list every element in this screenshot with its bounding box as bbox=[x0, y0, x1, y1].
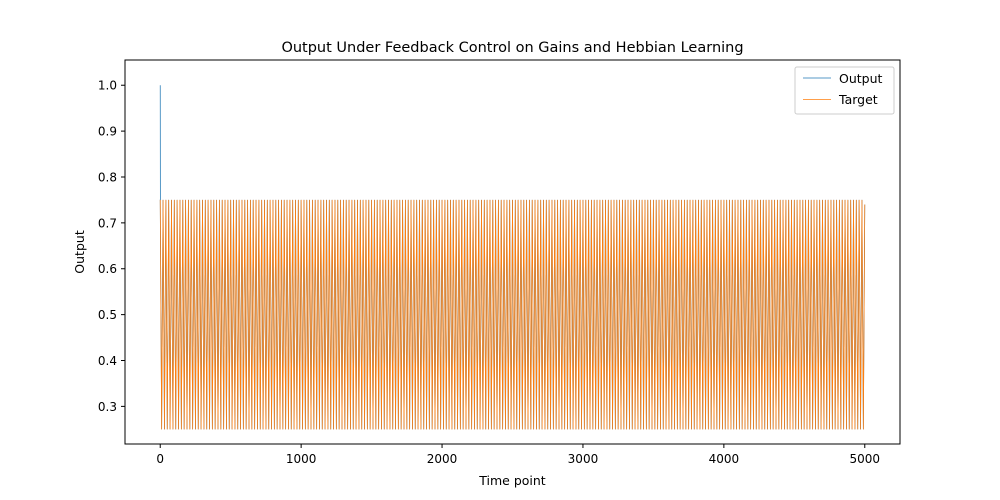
y-tick-label: 0.4 bbox=[98, 354, 117, 368]
y-tick-label: 0.3 bbox=[98, 400, 117, 414]
y-tick-label: 0.7 bbox=[98, 216, 117, 230]
x-tick-label: 3000 bbox=[568, 452, 599, 466]
y-tick-label: 0.6 bbox=[98, 262, 117, 276]
x-axis-label: Time point bbox=[478, 473, 546, 488]
y-tick-label: 0.9 bbox=[98, 125, 117, 139]
plot-area-frame bbox=[124, 59, 901, 445]
x-tick-label: 1000 bbox=[286, 452, 317, 466]
y-tick-label: 0.8 bbox=[98, 170, 117, 184]
legend-label-output: Output bbox=[839, 71, 883, 86]
x-tick-label: 4000 bbox=[709, 452, 740, 466]
y-tick-label: 1.0 bbox=[98, 79, 117, 93]
y-axis-label: Output bbox=[72, 230, 87, 274]
legend: Output Target bbox=[794, 66, 895, 115]
y-tick-label: 0.5 bbox=[98, 308, 117, 322]
legend-box bbox=[794, 66, 895, 115]
legend-label-target: Target bbox=[838, 92, 878, 107]
y-axis: 0.3 0.4 0.5 0.6 0.7 0.8 0.9 1.0 bbox=[98, 79, 125, 414]
chart-title: Output Under Feedback Control on Gains a… bbox=[281, 40, 743, 56]
x-tick-label: 5000 bbox=[849, 452, 880, 466]
x-tick-label: 2000 bbox=[427, 452, 458, 466]
series-line-target bbox=[159, 199, 866, 430]
x-tick-label: 0 bbox=[156, 452, 164, 466]
x-axis: 0 1000 2000 3000 4000 5000 bbox=[156, 444, 880, 466]
